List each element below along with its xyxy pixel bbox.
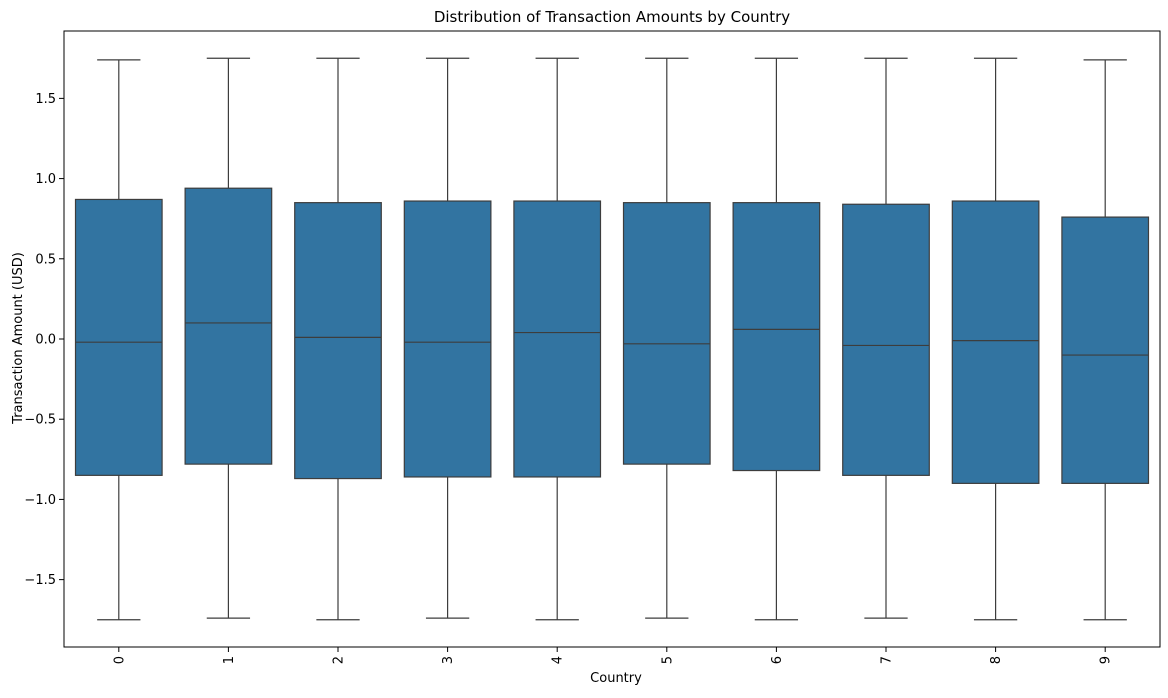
y-tick-label: 0.5	[35, 252, 56, 267]
box-group-0	[74, 59, 163, 621]
x-axis-label: Country	[590, 671, 642, 686]
box-3	[403, 200, 492, 478]
x-tick-label: 0	[112, 656, 127, 664]
box-1	[184, 187, 273, 465]
y-tick-label: −0.5	[24, 413, 56, 428]
box-7	[842, 203, 930, 476]
box-2	[294, 202, 382, 480]
box-4	[513, 200, 602, 478]
y-tick-label: 1.5	[35, 92, 56, 107]
chart-title: Distribution of Transaction Amounts by C…	[434, 8, 790, 26]
x-tick-label: 9	[1099, 656, 1114, 664]
x-axis: 0 1 2 3 4 5 6 7 8 9	[112, 647, 1114, 664]
x-tick-label: 4	[551, 656, 566, 664]
box-5	[622, 202, 711, 465]
box-group-4	[513, 57, 602, 621]
y-tick-label: 1.0	[35, 172, 56, 187]
box-0	[74, 198, 163, 476]
x-tick-label: 1	[222, 656, 237, 664]
box-8	[951, 200, 1040, 484]
box-group-3	[403, 57, 492, 619]
box-group-7	[842, 57, 930, 619]
y-tick-label: −1.5	[24, 573, 56, 588]
y-axis-label: Transaction Amount (USD)	[11, 252, 26, 425]
x-tick-label: 2	[332, 656, 347, 664]
x-tick-label: 6	[770, 656, 785, 664]
x-tick-label: 7	[880, 656, 895, 664]
box-group-2	[294, 57, 382, 621]
box-9	[1061, 216, 1150, 484]
y-tick-label: −1.0	[24, 493, 56, 508]
box-group-6	[732, 57, 821, 621]
plot-frame	[63, 30, 1161, 648]
x-tick-label: 8	[989, 656, 1004, 664]
box-group-1	[184, 57, 273, 619]
boxes-layer	[74, 57, 1150, 621]
box-group-5	[622, 57, 711, 619]
box-group-9	[1061, 59, 1150, 621]
box-group-8	[951, 57, 1040, 621]
x-tick-label: 3	[441, 656, 456, 664]
y-axis: −1.5 −1.0 −0.5 0.0 0.5 1.0 1.5	[24, 92, 64, 588]
box-6	[732, 202, 821, 472]
y-tick-label: 0.0	[35, 333, 56, 348]
x-tick-label: 5	[660, 656, 675, 664]
